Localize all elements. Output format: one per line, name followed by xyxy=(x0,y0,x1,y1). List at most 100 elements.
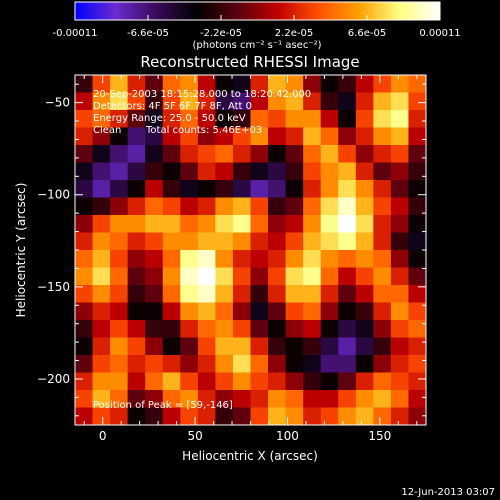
heatmap-cell xyxy=(250,232,269,251)
heatmap-cell xyxy=(215,180,234,198)
heatmap-cell xyxy=(285,250,304,268)
heatmap-cell xyxy=(250,302,269,321)
heatmap-cell xyxy=(250,355,269,373)
heatmap-cell xyxy=(250,320,269,338)
heatmap-cell xyxy=(232,145,251,163)
heatmap-cell xyxy=(268,320,286,338)
heatmap-cell xyxy=(250,407,269,425)
heatmap-cell xyxy=(180,75,199,93)
heatmap-cell xyxy=(285,215,304,233)
heatmap-cell xyxy=(162,302,181,321)
heatmap-cell xyxy=(390,390,409,408)
heatmap-cell xyxy=(75,162,93,181)
heatmap-cell xyxy=(110,320,129,338)
heatmap-cell xyxy=(197,215,216,233)
heatmap-cell xyxy=(373,110,392,128)
heatmap-cell xyxy=(232,390,251,408)
heatmap-cell xyxy=(110,302,129,321)
heatmap-cell xyxy=(373,355,392,373)
heatmap-cell xyxy=(92,127,111,146)
heatmap-cell xyxy=(338,232,357,251)
heatmap-cell xyxy=(145,215,164,233)
heatmap-cell xyxy=(92,337,111,356)
heatmap-cell xyxy=(390,75,409,93)
heatmap-cell xyxy=(232,407,251,425)
heatmap-cell xyxy=(268,110,286,128)
heatmap-cell xyxy=(127,302,146,321)
heatmap-cell xyxy=(355,145,374,163)
heatmap-cell xyxy=(75,285,93,303)
heatmap-cell xyxy=(338,180,357,198)
heatmap-cell xyxy=(145,180,164,198)
heatmap-cell xyxy=(373,337,392,356)
heatmap-cell xyxy=(127,407,146,425)
heatmap-cell xyxy=(250,267,269,286)
heatmap-cell xyxy=(162,215,181,233)
heatmap-cell xyxy=(75,267,93,286)
heatmap-cell xyxy=(75,145,93,163)
heatmap-cell xyxy=(197,250,216,268)
x-axis-label: Heliocentric X (arcsec) xyxy=(182,449,318,463)
heatmap-cell xyxy=(110,250,129,268)
heatmap-cell xyxy=(373,215,392,233)
heatmap-cell xyxy=(285,390,304,408)
heatmap-cell xyxy=(145,127,164,146)
heatmap xyxy=(75,75,426,425)
heatmap-cell xyxy=(232,250,251,268)
heatmap-cell xyxy=(338,355,357,373)
heatmap-cell xyxy=(75,250,93,268)
heatmap-cell xyxy=(92,390,111,408)
heatmap-cell xyxy=(250,92,269,111)
heatmap-cell xyxy=(250,215,269,233)
heatmap-cell xyxy=(355,267,374,286)
heatmap-cell xyxy=(145,197,164,216)
heatmap-cell xyxy=(92,75,111,93)
heatmap-cell xyxy=(373,75,392,93)
heatmap-cell xyxy=(303,180,322,198)
heatmap-cell xyxy=(320,302,339,321)
heatmap-cell xyxy=(408,162,426,181)
heatmap-cell xyxy=(92,232,111,251)
peak-position-label: Position of Peak = [59,-146] xyxy=(93,400,233,411)
heatmap-cell xyxy=(197,127,216,146)
heatmap-cell xyxy=(338,127,357,146)
heatmap-cell xyxy=(145,355,164,373)
heatmap-cell xyxy=(355,110,374,128)
heatmap-cell xyxy=(320,180,339,198)
heatmap-cell xyxy=(110,92,129,111)
heatmap-cell xyxy=(197,232,216,251)
heatmap-cell xyxy=(338,320,357,338)
heatmap-cell xyxy=(75,127,93,146)
heatmap-cell xyxy=(285,127,304,146)
heatmap-cell xyxy=(162,232,181,251)
heatmap-cell xyxy=(268,372,286,391)
heatmap-cell xyxy=(285,320,304,338)
heatmap-cell xyxy=(232,232,251,251)
heatmap-cell xyxy=(373,250,392,268)
heatmap-cell xyxy=(180,92,199,111)
colorbar: -0.00011 -6.6e-05 -2.2e-05 2.2e-05 6.6e-05 0.… xyxy=(53,1,461,51)
heatmap-cell xyxy=(250,180,269,198)
heatmap-cell xyxy=(303,110,322,128)
heatmap-cell xyxy=(75,75,93,93)
heatmap-cell xyxy=(338,92,357,111)
heatmap-cell xyxy=(320,127,339,146)
heatmap-cell xyxy=(162,250,181,268)
heatmap-cell xyxy=(408,92,426,111)
heatmap-cell xyxy=(320,75,339,93)
heatmap-cell xyxy=(197,337,216,356)
heatmap-cell xyxy=(338,250,357,268)
heatmap-cell xyxy=(355,372,374,391)
heatmap-cell xyxy=(303,75,322,93)
heatmap-cell xyxy=(320,407,339,425)
heatmap-cell xyxy=(110,180,129,198)
heatmap-cell xyxy=(197,285,216,303)
heatmap-cell xyxy=(215,407,234,425)
heatmap-cell xyxy=(373,267,392,286)
heatmap-cell xyxy=(75,197,93,216)
heatmap-cell xyxy=(303,250,322,268)
heatmap-cell xyxy=(390,407,409,425)
heatmap-cell xyxy=(320,372,339,391)
y-tick-label: −50 xyxy=(45,96,70,110)
